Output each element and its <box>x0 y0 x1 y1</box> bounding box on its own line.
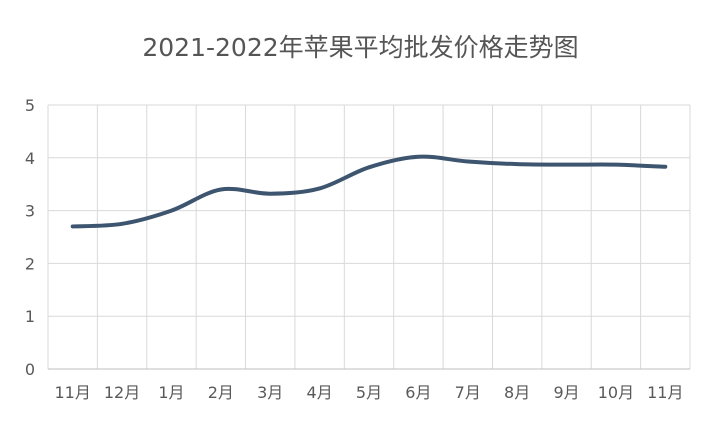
chart-title: 2021-2022年苹果平均批发价格走势图 <box>142 33 579 62</box>
y-tick-label: 1 <box>25 307 35 326</box>
x-tick-label: 10月 <box>598 383 634 402</box>
y-axis: 0 1 2 3 4 5 <box>25 96 35 379</box>
x-axis: 11月 12月 1月 2月 3月 4月 5月 6月 7月 8月 9月 10月 11月 <box>55 383 684 402</box>
x-tick-label: 7月 <box>455 383 481 402</box>
x-tick-label: 6月 <box>405 383 431 402</box>
y-tick-label: 0 <box>25 360 35 379</box>
x-tick-label: 4月 <box>307 383 333 402</box>
x-tick-label: 1月 <box>158 383 184 402</box>
x-tick-label: 2月 <box>208 383 234 402</box>
y-tick-label: 4 <box>25 149 35 168</box>
x-tick-label: 12月 <box>104 383 140 402</box>
series-line <box>70 154 668 229</box>
vertical-gridlines <box>47 105 691 369</box>
y-tick-label: 3 <box>25 202 35 221</box>
x-tick-label: 8月 <box>504 383 530 402</box>
y-tick-label: 5 <box>25 96 35 115</box>
y-tick-label: 2 <box>25 254 35 273</box>
x-tick-label: 9月 <box>553 383 579 402</box>
x-tick-label: 5月 <box>356 383 382 402</box>
horizontal-gridlines <box>48 104 690 370</box>
x-tick-label: 3月 <box>257 383 283 402</box>
x-tick-label: 11月 <box>55 383 91 402</box>
x-tick-label: 11月 <box>647 383 683 402</box>
series-group <box>70 154 668 229</box>
